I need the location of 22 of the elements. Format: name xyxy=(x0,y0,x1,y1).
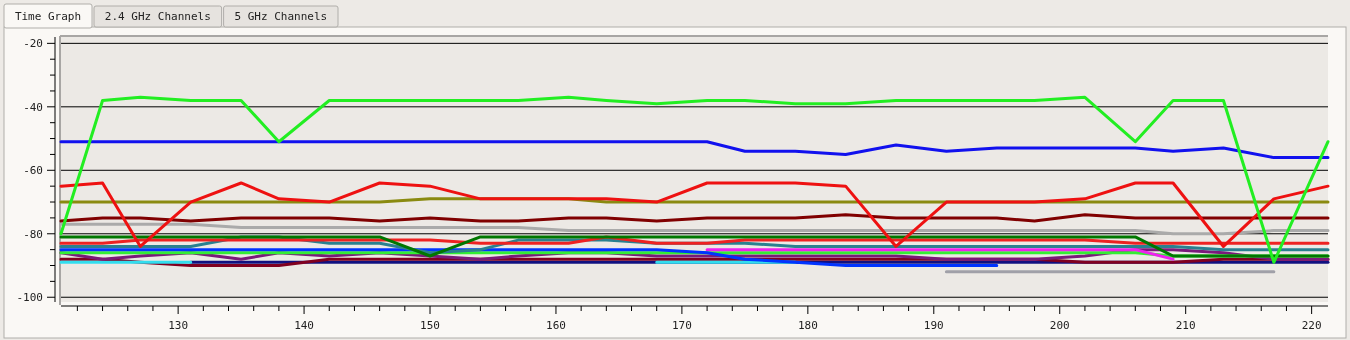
y-tick-label: -100 xyxy=(16,291,43,305)
line-series xyxy=(59,140,1330,160)
x-tick-label: 190 xyxy=(923,319,944,332)
x-tick-label: 130 xyxy=(168,319,189,332)
y-tick-label: -20 xyxy=(23,37,43,51)
x-tick-label: 220 xyxy=(1301,319,1322,332)
y-tick-label: -40 xyxy=(23,100,43,114)
x-tick-label: 150 xyxy=(420,319,440,332)
x-tick-label: 180 xyxy=(797,319,818,332)
x-tick-label: 140 xyxy=(294,319,315,332)
y-tick-label: -60 xyxy=(23,164,43,178)
text: Time Graph xyxy=(14,10,82,23)
x-tick-label: 170 xyxy=(671,319,692,332)
y-tick-label: -80 xyxy=(23,227,43,241)
x-tick-label: 200 xyxy=(1049,319,1070,332)
text: 5 GHz Channels xyxy=(234,10,328,23)
line-series xyxy=(59,181,1330,248)
x-tick-label: 160 xyxy=(546,319,566,332)
line-series xyxy=(59,248,999,267)
line-series xyxy=(59,95,1330,264)
x-tick-label: 210 xyxy=(1175,319,1196,332)
text: 2.4 GHz Channels xyxy=(104,10,211,23)
